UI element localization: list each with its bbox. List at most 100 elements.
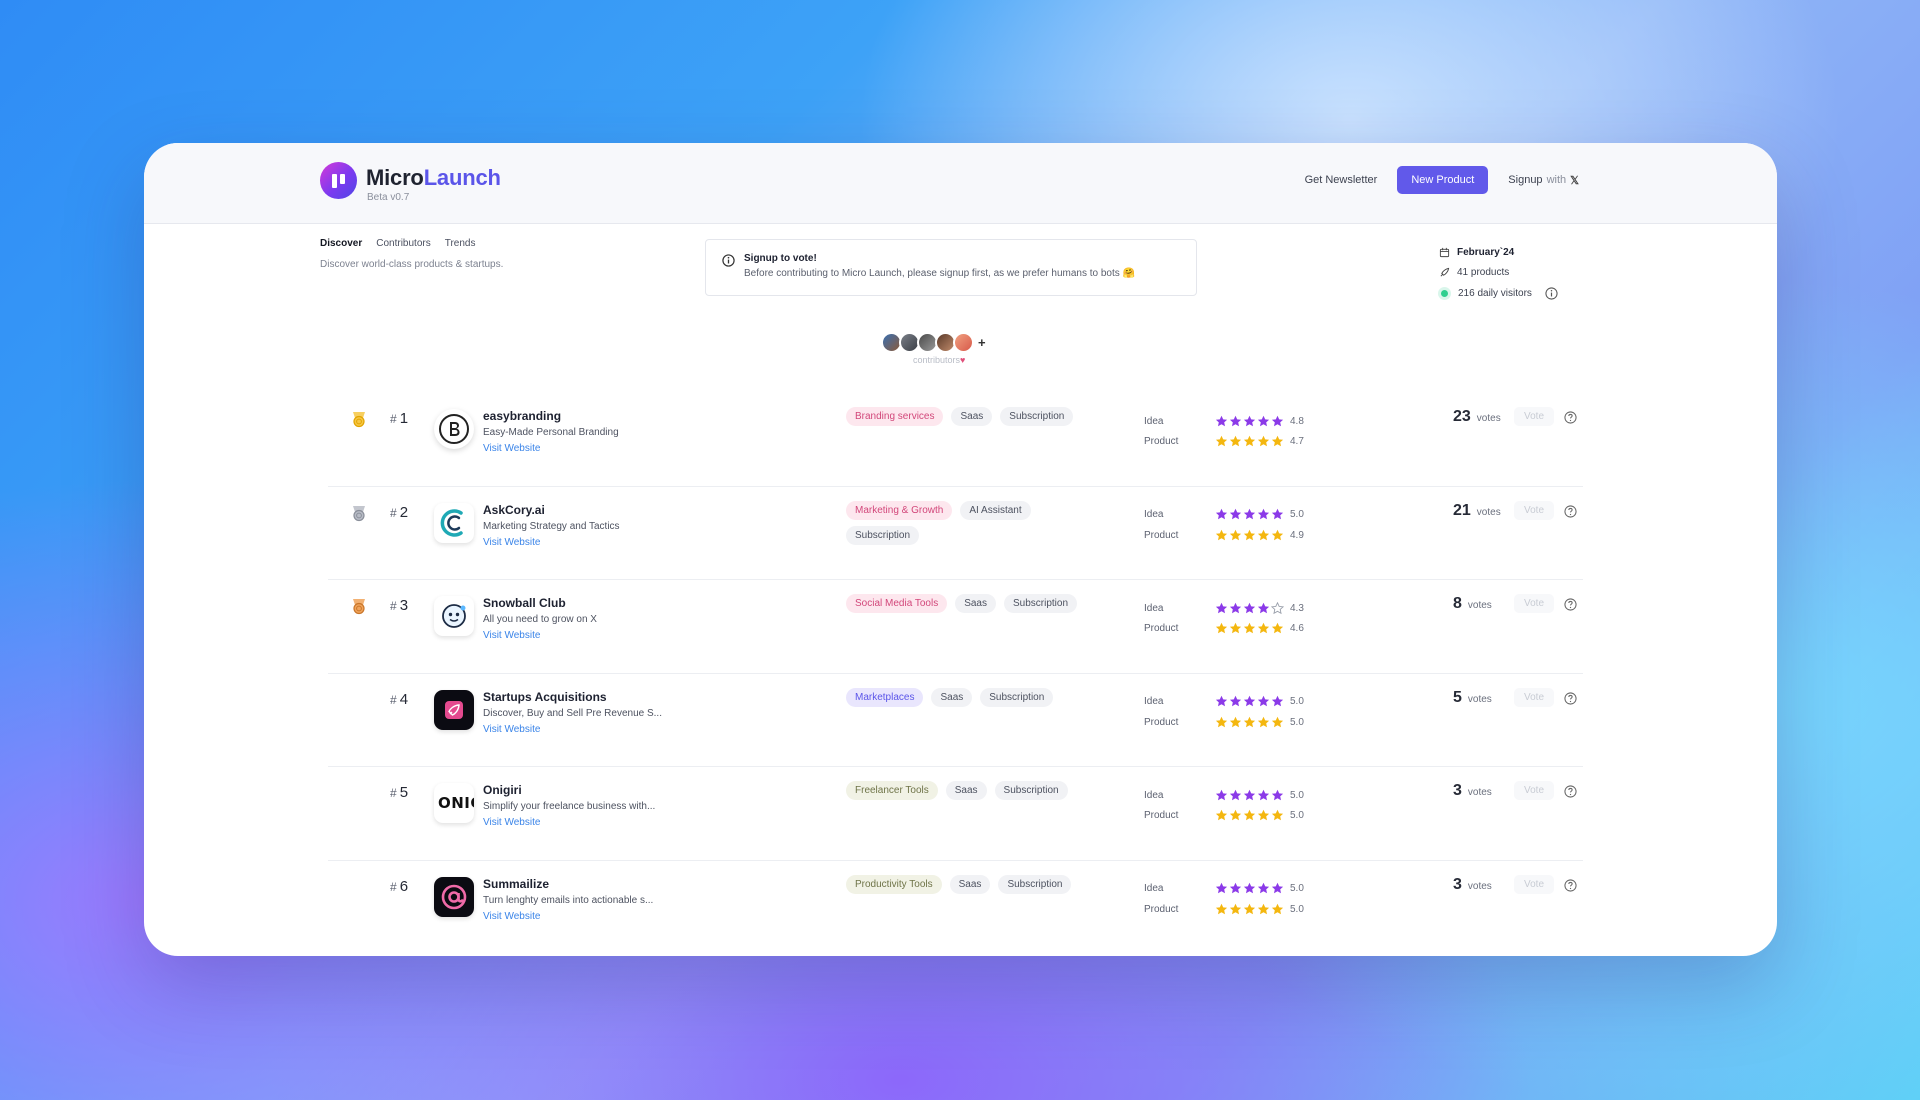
easybranding-logo[interactable]: [434, 409, 474, 449]
help-icon[interactable]: [1564, 785, 1577, 798]
visit-website-link[interactable]: Visit Website: [483, 443, 541, 454]
category-tag[interactable]: Subscription: [1004, 594, 1078, 613]
get-newsletter-link[interactable]: Get Newsletter: [1304, 174, 1378, 186]
idea-rating: Idea 5.0: [1144, 692, 1304, 713]
star-icon: [1257, 903, 1270, 915]
category-tag[interactable]: Subscription: [846, 525, 920, 545]
help-icon[interactable]: [1564, 598, 1577, 611]
category-tag[interactable]: Branding services: [846, 407, 944, 426]
signup-notice: Signup to vote! Before contributing to M…: [705, 239, 1197, 296]
summailize-logo[interactable]: [434, 876, 474, 917]
star-icon: [1215, 529, 1228, 541]
star-icon: [1215, 883, 1228, 894]
snowball-face-icon: [442, 604, 466, 628]
star-icon: [1257, 623, 1270, 634]
category-tag[interactable]: Saas: [931, 687, 973, 707]
star-icon: [1229, 602, 1242, 614]
product-rating-label: Product: [1144, 716, 1179, 728]
signup-with-x-link[interactable]: Signup with 𝕏: [1508, 174, 1579, 187]
category-tag[interactable]: Saas: [945, 781, 987, 800]
vote-button[interactable]: Vote: [1514, 874, 1555, 894]
visit-website-link[interactable]: Visit Website: [483, 910, 541, 922]
idea-rating-label: Idea: [1144, 509, 1164, 521]
category-tag[interactable]: Subscription: [980, 687, 1054, 707]
star-icon: [1257, 436, 1270, 447]
letter-b-icon: [439, 414, 469, 444]
product-ratings: Idea 5.0 Product 5.0: [1144, 785, 1304, 826]
help-icon[interactable]: [1564, 691, 1577, 705]
product-name[interactable]: Snowball Club: [483, 596, 566, 610]
category-tag[interactable]: Saas: [949, 874, 991, 894]
stat-date: February`24: [1439, 242, 1558, 263]
vote-count-value: 3: [1453, 875, 1462, 893]
category-tag[interactable]: Subscription: [998, 874, 1072, 894]
star-icon: [1271, 696, 1284, 707]
product-name[interactable]: AskCory.ai: [483, 502, 545, 517]
help-icon[interactable]: [1564, 504, 1577, 518]
idea-rating-label: Idea: [1144, 789, 1164, 801]
visit-website-link[interactable]: Visit Website: [483, 817, 541, 828]
visit-website-link[interactable]: Visit Website: [483, 630, 541, 641]
new-product-button[interactable]: New Product: [1397, 166, 1489, 194]
info-icon[interactable]: [1545, 287, 1558, 300]
askcory-logo[interactable]: [434, 502, 474, 543]
star-icon: [1215, 415, 1228, 427]
stat-products-value: 41 products: [1457, 267, 1510, 279]
x-logo-icon: 𝕏: [1570, 174, 1579, 187]
category-tag[interactable]: Marketplaces: [846, 687, 924, 707]
vote-button[interactable]: Vote: [1514, 687, 1555, 707]
vote-button[interactable]: Vote: [1514, 594, 1555, 613]
brand-name[interactable]: MicroLaunch: [366, 165, 501, 191]
star-icon: [1215, 716, 1228, 728]
product-tags: Branding services Saas Subscription: [846, 407, 1108, 426]
product-name[interactable]: Onigiri: [483, 783, 522, 797]
vote-button[interactable]: Vote: [1514, 407, 1555, 426]
more-contributors-icon[interactable]: +: [978, 335, 986, 350]
star-icon: [1257, 716, 1270, 728]
product-name[interactable]: Summailize: [483, 876, 550, 891]
category-tag[interactable]: AI Assistant: [960, 500, 1031, 520]
help-icon[interactable]: [1564, 878, 1577, 892]
microlaunch-logo-icon[interactable]: [320, 162, 357, 199]
visit-website-link[interactable]: Visit Website: [483, 536, 541, 548]
vote-count: 21 votes: [1453, 502, 1501, 520]
category-tag[interactable]: Social Media Tools: [846, 594, 948, 613]
avatar[interactable]: [953, 332, 974, 353]
tab-discover[interactable]: Discover: [320, 238, 363, 249]
product-rank-value: 6: [399, 877, 409, 895]
category-tag[interactable]: Saas: [951, 407, 993, 426]
product-score: 5.0: [1290, 810, 1304, 822]
product-name[interactable]: Startups Acquisitions: [483, 689, 607, 704]
category-tag[interactable]: Subscription: [1000, 407, 1074, 426]
star-icon: [1243, 716, 1256, 728]
onigiri-logo[interactable]: ONIG: [434, 783, 474, 823]
contributors-avatars[interactable]: +: [881, 332, 986, 353]
view-tabs: Discover Contributors Trends: [320, 238, 475, 249]
stat-products: 41 products: [1439, 263, 1558, 284]
product-description: Simplify your freelance business with...: [483, 801, 656, 812]
product-rating: Product 4.6: [1144, 619, 1304, 640]
category-tag[interactable]: Freelancer Tools: [846, 781, 938, 800]
startups-acquisitions-logo[interactable]: [434, 689, 474, 730]
snowball-club-logo[interactable]: [434, 596, 474, 636]
idea-score: 5.0: [1290, 696, 1304, 708]
vote-count: 8 votes: [1453, 595, 1492, 613]
category-tag[interactable]: Productivity Tools: [846, 874, 942, 894]
bronze-medal-icon: [353, 599, 365, 615]
visit-website-link[interactable]: Visit Website: [483, 723, 541, 735]
category-tag[interactable]: Saas: [955, 594, 996, 613]
idea-rating-label: Idea: [1144, 602, 1164, 614]
help-icon[interactable]: [1564, 411, 1577, 424]
tab-contributors[interactable]: Contributors: [376, 238, 431, 249]
category-tag[interactable]: Subscription: [994, 781, 1068, 800]
vote-button[interactable]: Vote: [1514, 781, 1555, 800]
vote-count-value: 8: [1453, 595, 1462, 612]
product-name[interactable]: easybranding: [483, 409, 562, 423]
vote-button[interactable]: Vote: [1514, 500, 1555, 520]
version-label: Beta v0.7: [367, 192, 410, 203]
tab-trends[interactable]: Trends: [444, 238, 476, 249]
stat-visitors-value: 216 daily visitors: [1458, 287, 1532, 299]
top-navbar: MicroLaunch Beta v0.7 Get Newsletter New…: [144, 143, 1777, 224]
vote-count: 5 votes: [1453, 689, 1492, 707]
category-tag[interactable]: Marketing & Growth: [846, 500, 953, 520]
